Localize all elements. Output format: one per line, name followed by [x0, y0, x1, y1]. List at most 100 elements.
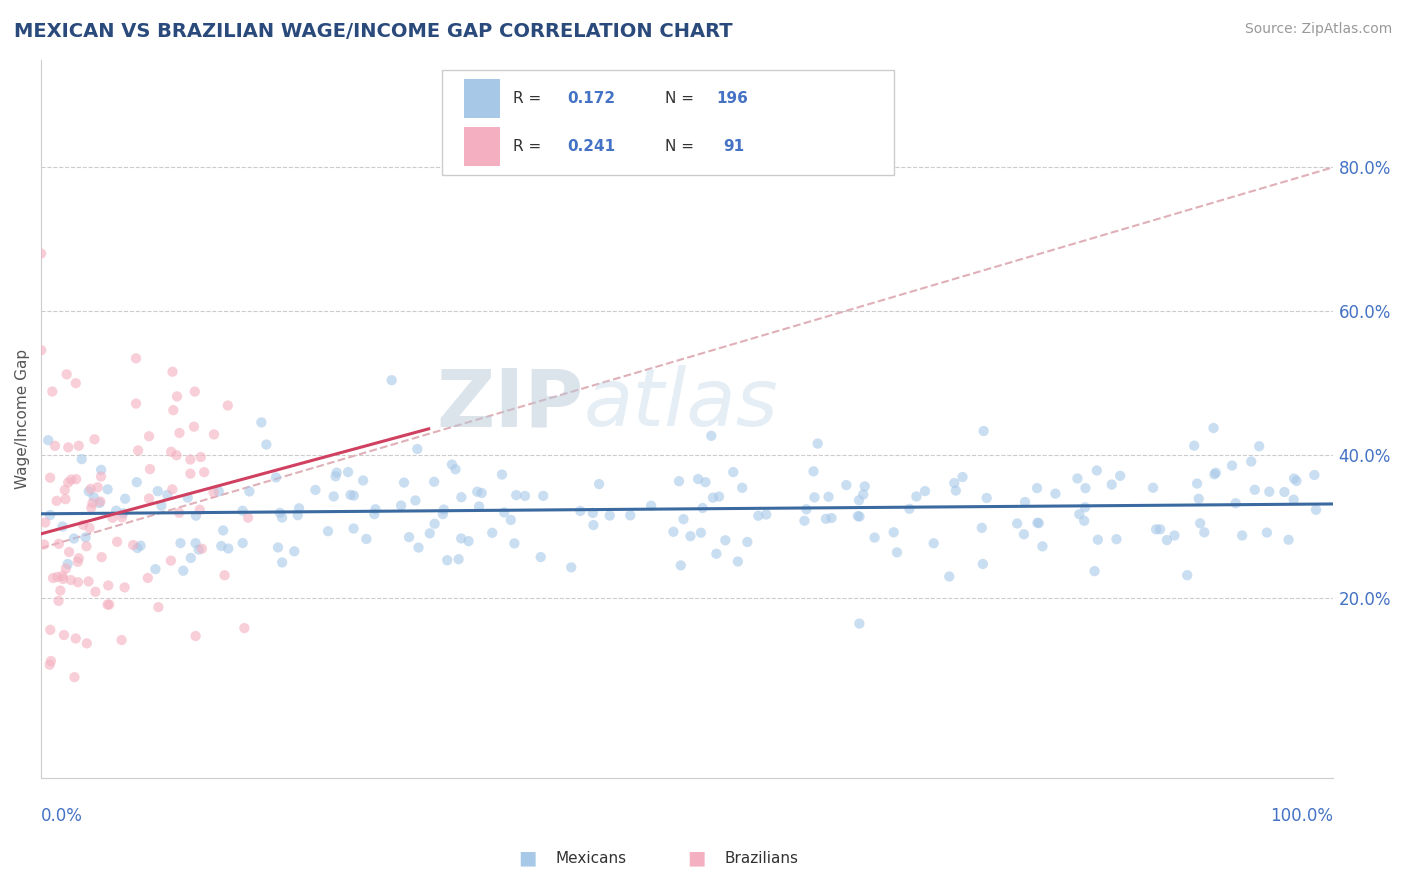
Point	[423, 475, 446, 489]
Point	[41, 384, 63, 399]
Point	[1303, 468, 1326, 483]
Point	[1282, 472, 1305, 486]
Point	[184, 508, 207, 523]
Point	[481, 525, 503, 540]
Point	[582, 506, 605, 520]
Point	[503, 536, 526, 550]
Point	[471, 486, 494, 500]
Point	[389, 499, 412, 513]
Point	[39, 471, 62, 485]
Point	[817, 490, 839, 504]
Point	[363, 507, 385, 521]
Point	[184, 384, 207, 399]
Point	[853, 479, 876, 493]
Point	[886, 545, 908, 559]
Point	[202, 427, 225, 442]
Text: R =: R =	[513, 139, 546, 154]
Point	[972, 557, 994, 571]
Point	[127, 541, 149, 555]
Point	[814, 512, 837, 526]
Point	[89, 494, 111, 508]
Point	[90, 463, 112, 477]
Point	[1144, 522, 1167, 536]
Point	[444, 462, 467, 476]
Point	[82, 496, 104, 510]
Point	[669, 558, 692, 573]
Point	[1087, 533, 1109, 547]
Point	[184, 629, 207, 643]
FancyBboxPatch shape	[464, 128, 499, 166]
Point	[569, 504, 592, 518]
Point	[271, 510, 294, 524]
Y-axis label: Wage/Income Gap: Wage/Income Gap	[15, 349, 30, 489]
Point	[976, 491, 998, 505]
Point	[79, 521, 101, 535]
Point	[114, 581, 136, 595]
Point	[945, 483, 967, 498]
Text: 0.0%: 0.0%	[41, 806, 83, 825]
Point	[172, 564, 194, 578]
Point	[214, 568, 236, 582]
Point	[494, 505, 516, 519]
Point	[1220, 458, 1243, 473]
Point	[138, 429, 160, 443]
Point	[938, 569, 960, 583]
Point	[65, 472, 87, 486]
Point	[1274, 485, 1296, 500]
Point	[46, 570, 69, 584]
Point	[1083, 564, 1105, 578]
Point	[707, 490, 730, 504]
Point	[66, 555, 89, 569]
Point	[342, 522, 364, 536]
Point	[793, 514, 815, 528]
Point	[232, 536, 254, 550]
Point	[560, 560, 582, 574]
Point	[820, 511, 842, 525]
Point	[322, 490, 344, 504]
Point	[848, 509, 870, 524]
Point	[505, 488, 527, 502]
Point	[1243, 483, 1265, 497]
Point	[63, 532, 86, 546]
Point	[1014, 495, 1036, 509]
Point	[269, 506, 291, 520]
Point	[450, 532, 472, 546]
Point	[1205, 466, 1227, 480]
Point	[112, 506, 135, 520]
Point	[952, 470, 974, 484]
Point	[737, 535, 759, 549]
Point	[122, 538, 145, 552]
Point	[599, 508, 621, 523]
Point	[1028, 516, 1050, 530]
Point	[922, 536, 945, 550]
Point	[440, 458, 463, 472]
Point	[162, 483, 184, 497]
Point	[39, 654, 62, 668]
Point	[98, 598, 121, 612]
Point	[1163, 528, 1185, 542]
Point	[316, 524, 339, 539]
Text: ZIP: ZIP	[436, 366, 583, 443]
Point	[1142, 481, 1164, 495]
Point	[48, 594, 70, 608]
Point	[162, 403, 184, 417]
Point	[1026, 481, 1049, 495]
Point	[695, 475, 717, 490]
Text: 100.0%: 100.0%	[1270, 806, 1333, 825]
Point	[30, 246, 52, 260]
Point	[690, 525, 713, 540]
Point	[1225, 496, 1247, 510]
Point	[943, 476, 966, 491]
Point	[55, 561, 77, 575]
Point	[83, 433, 105, 447]
Point	[1074, 481, 1097, 495]
Point	[706, 547, 728, 561]
Point	[250, 416, 273, 430]
Point	[66, 575, 89, 590]
Point	[419, 526, 441, 541]
Point	[325, 469, 347, 483]
Point	[209, 539, 232, 553]
Point	[364, 502, 387, 516]
Point	[202, 485, 225, 500]
Point	[56, 557, 79, 571]
